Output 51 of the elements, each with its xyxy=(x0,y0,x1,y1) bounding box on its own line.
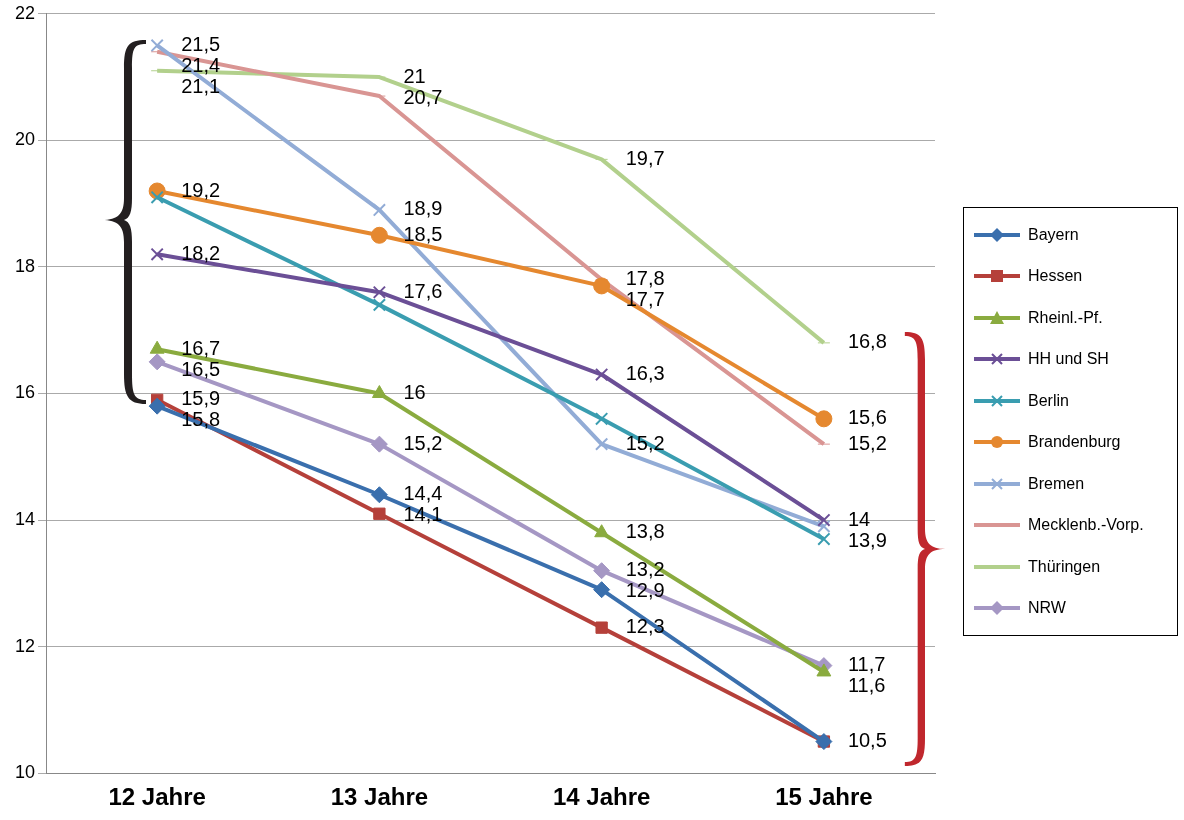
x-tick-label: 12 Jahre xyxy=(108,783,206,811)
y-tick-label: 10 xyxy=(14,762,36,783)
data-label: 17,7 xyxy=(625,288,665,311)
data-label: 12,9 xyxy=(625,579,665,602)
legend-label: Mecklenb.-Vorp. xyxy=(1028,516,1144,535)
data-label: 15,9 xyxy=(181,387,221,410)
y-tick-label: 22 xyxy=(14,2,36,23)
data-label: 11,7 xyxy=(847,653,886,676)
legend-label: Bayern xyxy=(1028,225,1079,244)
y-tick-label: 12 xyxy=(14,635,36,656)
data-label: 14 xyxy=(847,507,871,530)
data-label: 21,1 xyxy=(181,74,221,97)
data-label: 17,8 xyxy=(625,267,665,290)
x-tick-label: 14 Jahre xyxy=(552,783,651,811)
legend-label: Berlin xyxy=(1028,391,1069,410)
data-label: 15,2 xyxy=(847,431,887,454)
data-label: 16,8 xyxy=(847,330,887,353)
legend-label: Brandenburg xyxy=(1028,433,1121,452)
data-label: 19,7 xyxy=(625,146,665,169)
y-tick-label: 14 xyxy=(14,509,36,530)
data-label: 18,2 xyxy=(181,241,221,264)
legend-label: Thüringen xyxy=(1028,557,1101,576)
x-tick-label: 15 Jahre xyxy=(775,783,873,811)
data-label: 16,3 xyxy=(625,362,665,385)
data-label: 21,4 xyxy=(181,53,221,76)
legend-label: Rheinl.-Pf. xyxy=(1028,308,1103,327)
data-label: 16,5 xyxy=(181,357,221,380)
data-label: 19,2 xyxy=(181,178,221,201)
legend-label: NRW xyxy=(1028,599,1066,618)
data-label: 16,7 xyxy=(181,336,221,359)
y-tick-label: 20 xyxy=(14,129,36,150)
data-label: 13,9 xyxy=(847,528,887,551)
data-label: 16 xyxy=(403,381,426,404)
data-label: 15,6 xyxy=(847,406,887,429)
x-tick-label: 13 Jahre xyxy=(330,783,429,811)
data-label: 14,4 xyxy=(403,482,443,505)
data-label: 18,9 xyxy=(403,197,443,220)
legend-label: Bremen xyxy=(1028,474,1085,493)
data-label: 17,6 xyxy=(403,279,443,302)
legend-label: Hessen xyxy=(1028,267,1083,286)
data-label: 11,6 xyxy=(847,674,886,697)
y-tick-label: 16 xyxy=(14,382,36,403)
data-label: 21,5 xyxy=(181,32,221,55)
y-tick-label: 18 xyxy=(14,255,36,276)
data-label: 20,7 xyxy=(403,85,443,108)
data-label: 21 xyxy=(403,64,426,87)
data-label: 18,5 xyxy=(403,222,443,245)
data-label: 13,8 xyxy=(625,520,665,543)
data-label: 15,2 xyxy=(403,431,443,454)
data-label: 10,5 xyxy=(847,729,887,752)
legend-label: HH und SH xyxy=(1028,350,1109,369)
